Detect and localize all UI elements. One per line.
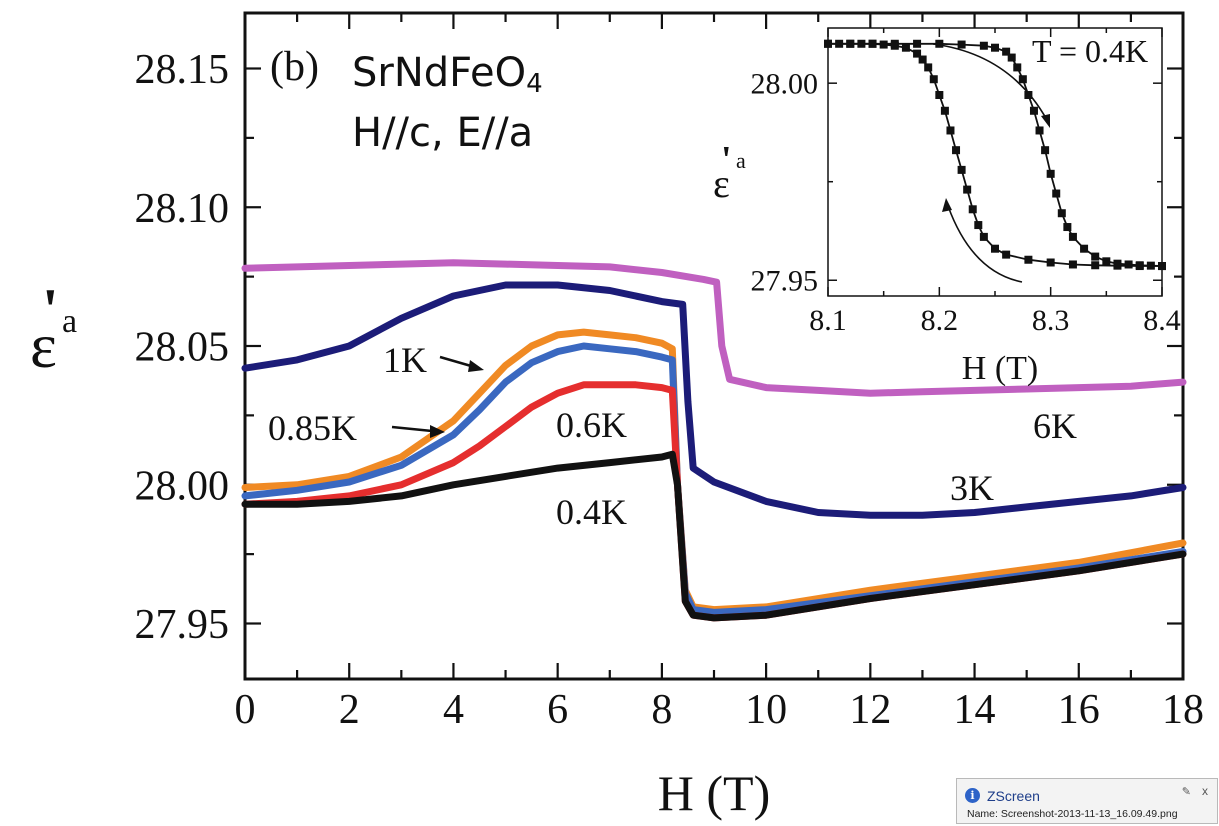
inset-point-down-sweep [1158,262,1166,270]
main-y-tick-label-27-95: 27.95 [135,602,230,648]
inset-point-up-sweep [1013,63,1021,71]
inset-point-down-sweep [869,40,877,48]
inset-point-up-sweep [1041,146,1049,154]
panel-label: (b) [270,44,319,90]
main-x-tick-label-6: 6 [547,687,568,733]
inset-point-up-sweep [991,44,999,52]
inset-point-down-sweep [958,166,966,174]
inset-x-tick-label-8-2: 8.2 [921,304,959,337]
inset-point-up-sweep [1102,257,1110,265]
inset-point-down-sweep [1024,256,1032,264]
inset-point-down-sweep [1136,262,1144,270]
inset-point-up-sweep [1063,223,1071,231]
annotation-0-6k: 0.6K [556,405,627,445]
inset-title: T = 0.4K [1032,33,1148,69]
arrow-1k-head [468,360,484,372]
main-y-tick-label-28-05: 28.05 [135,325,230,371]
inset-point-down-sweep [880,41,888,49]
annotation-6k: 6K [1033,406,1077,446]
inset-point-down-sweep [902,44,910,52]
inset-point-down-sweep [1091,261,1099,269]
inset-point-up-sweep [958,41,966,49]
inset-point-down-sweep [924,63,932,71]
notification-title: ZScreen [987,788,1040,804]
main-x-tick-label-10: 10 [745,687,787,733]
inset-point-down-sweep [1002,251,1010,259]
inset-point-down-sweep [891,42,899,50]
main-y-tick-label-28-15: 28.15 [135,47,230,93]
inset-y-tick-label-28-00: 28.00 [751,68,819,101]
inset-x-axis-label: H (T) [962,350,1038,387]
inset-point-up-sweep [1125,260,1133,268]
annotation-0-4k: 0.4K [556,492,627,532]
inset-point-down-sweep [952,146,960,154]
main-y-axis-label: ε ' a [30,277,77,381]
inset-point-down-sweep [1069,260,1077,268]
main-y-tick-label-28-10: 28.10 [135,186,230,232]
inset-x-tick-label-8-3: 8.3 [1032,304,1070,337]
inset-point-down-sweep [935,91,943,99]
inset-y-tick-label-27-95: 27.95 [751,265,819,298]
annotation-1k: 1K [383,340,427,380]
dielectric-chart: 0 2 4 6 8 10 12 14 16 18 27.95 28.00 28.05 28.10 28.15… [0,0,1219,826]
pin-icon[interactable]: ✎ [1182,785,1191,798]
main-x-tick-label-8: 8 [651,687,672,733]
main-x-tick-label-12: 12 [849,687,891,733]
inset-point-up-sweep [1036,126,1044,134]
inset-x-tick-label-8-1: 8.1 [809,304,847,337]
annotation-0-85k: 0.85K [268,408,357,448]
main-x-tick-label-0: 0 [235,687,256,733]
main-x-tick-label-14: 14 [954,687,996,733]
material-label: SrNdFeO4 [352,50,543,99]
inset-point-down-sweep [824,40,832,48]
inset-point-up-sweep [1080,245,1088,253]
inset-point-up-sweep [980,42,988,50]
inset-point-up-sweep [1047,170,1055,178]
inset-point-up-sweep [1058,209,1066,217]
inset-point-up-sweep [1008,54,1016,62]
inset-point-down-sweep [946,126,954,134]
main-x-tick-label-2: 2 [339,687,360,733]
inset-point-down-sweep [857,40,865,48]
inset-point-down-sweep [974,221,982,229]
inset-point-down-sweep [1047,259,1055,267]
inset-point-down-sweep [913,50,921,58]
inset-point-down-sweep [930,75,938,83]
inset-point-down-sweep [835,40,843,48]
notification-file-name: Name: Screenshot-2013-11-13_16.09.49.png [967,808,1178,820]
inset-y-label-prime: ' [721,139,732,181]
field-condition-label: H//c, E//a [352,110,533,156]
inset-point-down-sweep [980,233,988,241]
inset-point-up-sweep [1019,75,1027,83]
inset-point-up-sweep [913,40,921,48]
main-x-axis-label: H (T) [658,765,770,821]
inset-y-axis-label: ε ' a [713,139,746,206]
inset-point-down-sweep [1113,262,1121,270]
inset-point-up-sweep [1069,233,1077,241]
inset-point-down-sweep [846,40,854,48]
inset-point-down-sweep [963,186,971,194]
info-icon: i [965,788,980,803]
zscreen-notification[interactable]: i ZScreen ✎ x Name: Screenshot-2013-11-1… [956,778,1218,824]
y-label-prime: ' [42,277,59,343]
close-icon[interactable]: x [1202,784,1208,798]
annotation-3k: 3K [950,468,994,508]
inset-point-up-sweep [1091,253,1099,261]
inset-point-down-sweep [969,205,977,213]
inset-point-down-sweep [941,107,949,115]
main-x-tick-label-16: 16 [1058,687,1100,733]
main-y-tick-label-28-00: 28.00 [135,463,230,509]
y-label-subscript: a [62,303,77,340]
inset-x-tick-label-8-4: 8.4 [1143,304,1181,337]
main-x-tick-label-18: 18 [1162,687,1204,733]
inset-point-down-sweep [991,245,999,253]
inset-point-up-sweep [1030,107,1038,115]
inset-y-label-subscript: a [736,148,746,173]
main-x-tick-label-4: 4 [443,687,464,733]
arrow-0-85k [392,427,432,431]
inset-point-up-sweep [1052,190,1060,198]
